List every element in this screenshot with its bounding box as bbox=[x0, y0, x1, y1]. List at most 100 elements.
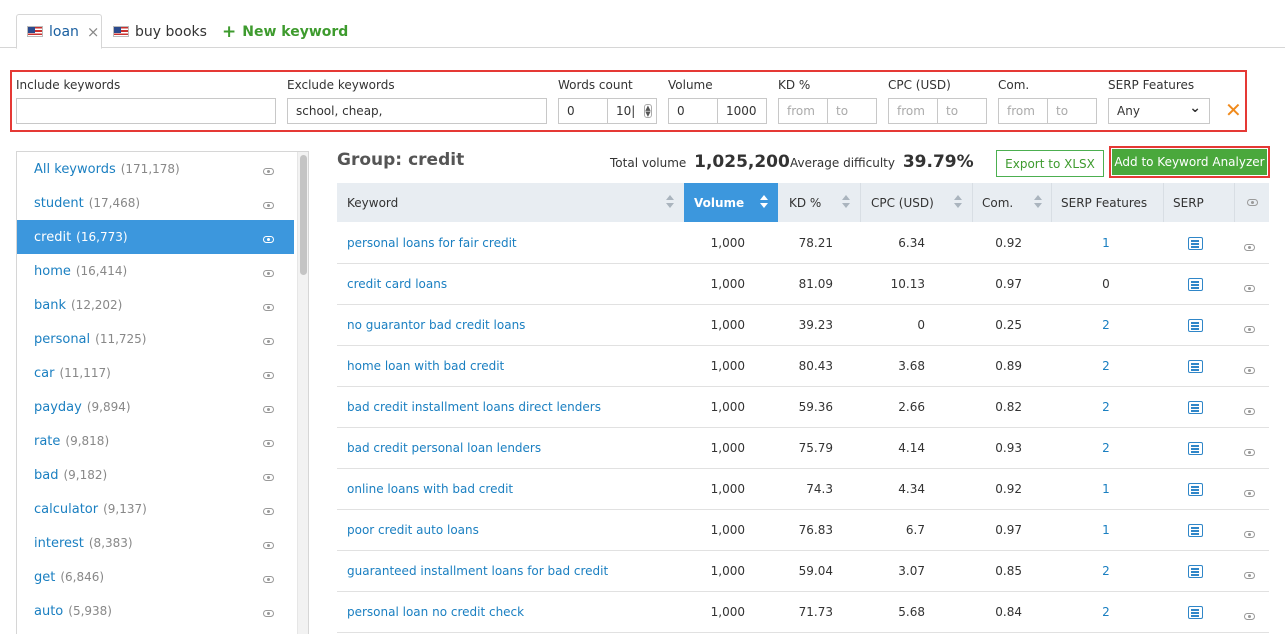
sidebar-item-home[interactable]: home (16,414) bbox=[17, 254, 294, 288]
sidebar-item-rate[interactable]: rate (9,818) bbox=[17, 424, 294, 458]
serp-icon[interactable] bbox=[1188, 606, 1203, 619]
sidebar-scrollbar[interactable] bbox=[297, 152, 308, 634]
serp-features-cell[interactable]: 2 bbox=[1102, 564, 1110, 578]
eye-icon[interactable] bbox=[263, 470, 274, 485]
sidebar-item-calculator[interactable]: calculator (9,137) bbox=[17, 492, 294, 526]
exclude-keywords-input[interactable]: school, cheap, bbox=[287, 98, 547, 124]
eye-icon[interactable] bbox=[263, 572, 274, 587]
keyword-link[interactable]: credit card loans bbox=[347, 277, 448, 291]
eye-icon[interactable] bbox=[1244, 281, 1255, 296]
volume-from-input[interactable]: 0 bbox=[668, 98, 718, 124]
com-from-input[interactable]: from bbox=[998, 98, 1048, 124]
serp-features-cell[interactable]: 2 bbox=[1102, 318, 1110, 332]
eye-icon[interactable] bbox=[263, 436, 274, 451]
group-title: Group: credit bbox=[337, 150, 464, 170]
cpc-to-input[interactable]: to bbox=[938, 98, 987, 124]
eye-icon[interactable] bbox=[1244, 568, 1255, 583]
eye-icon[interactable] bbox=[263, 164, 274, 179]
eye-icon[interactable] bbox=[263, 266, 274, 281]
keyword-link[interactable]: personal loans for fair credit bbox=[347, 236, 517, 250]
eye-icon[interactable] bbox=[263, 334, 274, 349]
eye-icon[interactable] bbox=[1244, 363, 1255, 378]
tab-loan[interactable]: loan × bbox=[16, 14, 102, 49]
sidebar-item-payday[interactable]: payday (9,894) bbox=[17, 390, 294, 424]
serp-features-cell[interactable]: 1 bbox=[1102, 236, 1110, 250]
eye-icon[interactable] bbox=[1244, 445, 1255, 460]
eye-icon[interactable] bbox=[263, 368, 274, 383]
eye-icon[interactable] bbox=[1244, 527, 1255, 542]
sidebar-item-get[interactable]: get (6,846) bbox=[17, 560, 294, 594]
serp-icon[interactable] bbox=[1188, 319, 1203, 332]
kd-to-input[interactable]: to bbox=[828, 98, 877, 124]
eye-icon[interactable] bbox=[263, 198, 274, 213]
serp-features-cell[interactable]: 2 bbox=[1102, 400, 1110, 414]
keyword-link[interactable]: no guarantor bad credit loans bbox=[347, 318, 526, 332]
export-xlsx-button[interactable]: Export to XLSX bbox=[996, 150, 1104, 177]
eye-icon[interactable] bbox=[263, 300, 274, 315]
col-serp-features[interactable]: SERP Features bbox=[1061, 195, 1148, 210]
eye-icon[interactable] bbox=[263, 232, 274, 247]
sidebar-item-student[interactable]: student (17,468) bbox=[17, 186, 294, 220]
eye-icon[interactable] bbox=[1244, 486, 1255, 501]
sidebar-item-personal[interactable]: personal (11,725) bbox=[17, 322, 294, 356]
clear-filters-icon[interactable]: ✕ bbox=[1225, 98, 1242, 122]
eye-icon[interactable] bbox=[263, 538, 274, 553]
keyword-link[interactable]: home loan with bad credit bbox=[347, 359, 505, 373]
scrollbar-thumb[interactable] bbox=[300, 155, 307, 275]
serp-icon[interactable] bbox=[1188, 524, 1203, 537]
include-keywords-input[interactable] bbox=[16, 98, 276, 124]
serp-icon[interactable] bbox=[1188, 442, 1203, 455]
stepper-icon[interactable]: ▲ ▼ bbox=[644, 104, 652, 118]
close-tab-icon[interactable]: × bbox=[86, 22, 100, 41]
serp-icon[interactable] bbox=[1188, 483, 1203, 496]
sidebar-item-credit[interactable]: credit (16,773) bbox=[17, 220, 294, 254]
serp-features-cell[interactable]: 2 bbox=[1102, 359, 1110, 373]
col-cpc[interactable]: CPC (USD) bbox=[861, 183, 972, 222]
new-keyword-button[interactable]: + New keyword bbox=[222, 14, 348, 49]
serp-features-cell[interactable]: 2 bbox=[1102, 605, 1110, 619]
eye-icon[interactable] bbox=[1244, 322, 1255, 337]
col-volume[interactable]: Volume bbox=[684, 183, 778, 222]
sidebar-item-bank[interactable]: bank (12,202) bbox=[17, 288, 294, 322]
serp-icon[interactable] bbox=[1188, 278, 1203, 291]
cpc-from-input[interactable]: from bbox=[888, 98, 938, 124]
com-to-input[interactable]: to bbox=[1048, 98, 1097, 124]
serp-features-select[interactable]: Any ⌄ bbox=[1108, 98, 1210, 124]
col-visibility[interactable] bbox=[1235, 183, 1269, 222]
tab-buy-books[interactable]: buy books bbox=[113, 14, 207, 49]
sidebar-item-count: (11,725) bbox=[95, 332, 147, 346]
keyword-link[interactable]: personal loan no credit check bbox=[347, 605, 525, 619]
eye-icon[interactable] bbox=[1244, 240, 1255, 255]
sidebar-item-bad[interactable]: bad (9,182) bbox=[17, 458, 294, 492]
col-kd[interactable]: KD % bbox=[778, 183, 860, 222]
eye-icon[interactable] bbox=[1244, 609, 1255, 624]
eye-icon[interactable] bbox=[263, 402, 274, 417]
sidebar-item-all-keywords[interactable]: All keywords (171,178) bbox=[17, 152, 294, 186]
col-keyword[interactable]: Keyword bbox=[337, 183, 684, 222]
sidebar-item-car[interactable]: car (11,117) bbox=[17, 356, 294, 390]
keyword-link[interactable]: bad credit installment loans direct lend… bbox=[347, 400, 601, 414]
serp-features-cell[interactable]: 1 bbox=[1102, 523, 1110, 537]
sidebar-item-auto[interactable]: auto (5,938) bbox=[17, 594, 294, 628]
volume-to-input[interactable]: 1000 bbox=[718, 98, 767, 124]
words-count-from-input[interactable]: 0 bbox=[558, 98, 608, 124]
words-count-to-input[interactable]: 10| ▲ ▼ bbox=[608, 98, 657, 124]
eye-icon[interactable] bbox=[263, 504, 274, 519]
serp-icon[interactable] bbox=[1188, 565, 1203, 578]
serp-icon[interactable] bbox=[1188, 360, 1203, 373]
serp-features-cell[interactable]: 1 bbox=[1102, 482, 1110, 496]
eye-icon[interactable] bbox=[1244, 404, 1255, 419]
keyword-link[interactable]: guaranteed installment loans for bad cre… bbox=[347, 564, 609, 578]
keyword-link[interactable]: bad credit personal loan lenders bbox=[347, 441, 542, 455]
col-serp[interactable]: SERP bbox=[1173, 195, 1204, 210]
kd-from-input[interactable]: from bbox=[778, 98, 828, 124]
keyword-link[interactable]: poor credit auto loans bbox=[347, 523, 479, 537]
serp-icon[interactable] bbox=[1188, 237, 1203, 250]
serp-icon[interactable] bbox=[1188, 401, 1203, 414]
add-to-keyword-analyzer-button[interactable]: Add to Keyword Analyzer bbox=[1112, 149, 1267, 175]
col-com[interactable]: Com. bbox=[973, 183, 1052, 222]
sidebar-item-interest[interactable]: interest (8,383) bbox=[17, 526, 294, 560]
keyword-link[interactable]: online loans with bad credit bbox=[347, 482, 514, 496]
serp-features-cell[interactable]: 2 bbox=[1102, 441, 1110, 455]
eye-icon[interactable] bbox=[263, 606, 274, 621]
